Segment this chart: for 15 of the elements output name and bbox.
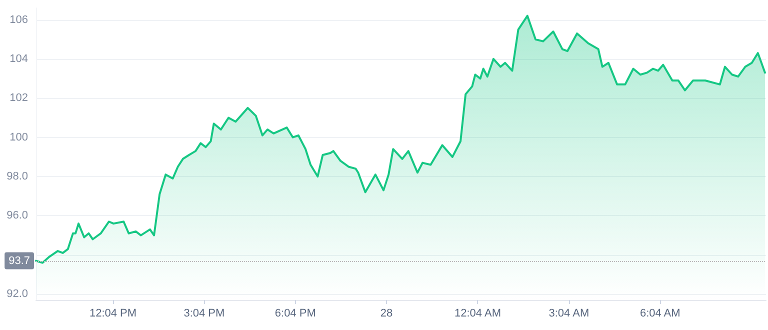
x-tick-label: 28 [380,308,393,320]
y-tick-label: 92.0 [6,288,28,300]
y-tick-label: 106 [10,14,28,26]
y-tick-label: 96.0 [6,210,28,222]
ref-line-label: 93.7 [8,254,30,267]
x-tick-label: 3:04 AM [548,308,590,320]
y-tick-label: 104 [10,52,28,65]
y-tick-label: 100 [10,131,28,144]
x-tick-label: 6:04 AM [640,308,680,320]
x-tick-label: 6:04 PM [274,308,316,320]
y-tick-label: 98.0 [6,170,28,183]
x-tick-label: 3:04 PM [184,308,225,320]
y-tick-label: 102 [10,92,28,104]
x-tick-label: 12:04 AM [454,308,501,320]
x-tick-label: 12:04 PM [89,308,137,320]
